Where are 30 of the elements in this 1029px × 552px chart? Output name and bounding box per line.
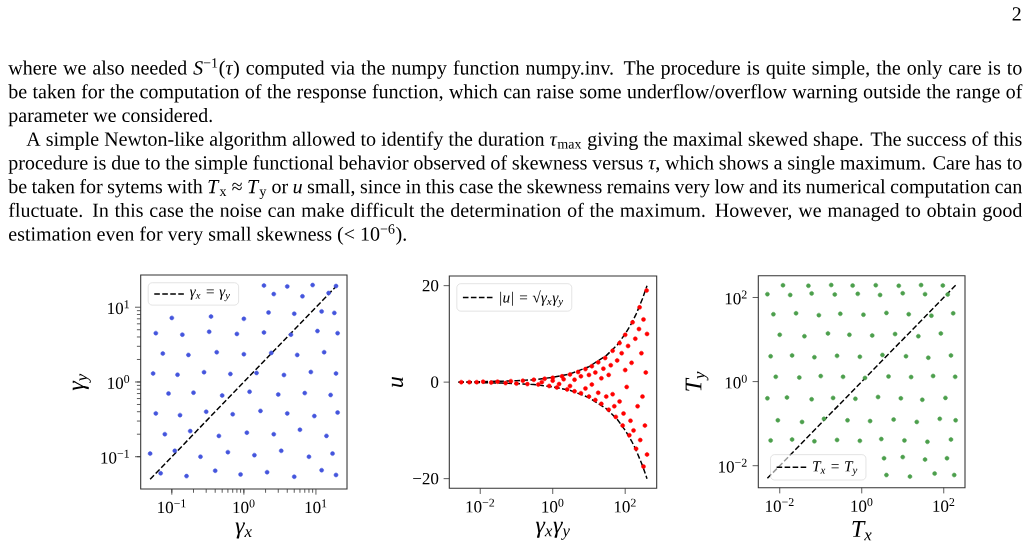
x-axis-title: γ$_{x}$: [235, 522, 252, 539]
y-tick-label: 0: [431, 376, 439, 388]
x-tick-label: 10$^{−2}$: [766, 498, 794, 512]
y-tick-label: 10$^{1}$: [108, 300, 129, 315]
y-tick-label: 10$^{−1}$: [101, 449, 129, 464]
legend-label: |u| = √γ$_{x}$γ$_{y}$: [500, 290, 564, 308]
y-tick-label: 20: [422, 279, 439, 292]
legend-label: γ$_{x}$ = γ$_{y}$: [189, 289, 230, 302]
y-tick-label: 10$^{−2}$: [719, 458, 747, 473]
x-tick-label: 10$^{0}$: [542, 498, 564, 513]
x-tick-label: 10$^{2}$: [933, 498, 955, 512]
x-axis-title: T$_{x}$: [852, 521, 872, 541]
legend-label: T$_{x}$ = T$_{y}$: [813, 461, 858, 477]
x-tick-label: 10$^{0}$: [233, 499, 255, 514]
y-axis-title: γ$_{y}$: [72, 373, 91, 391]
y-tick-label: 10$^{2}$: [725, 290, 747, 305]
x-axis-title: γ$_{x}$γ$_{y}$: [535, 521, 570, 540]
x-tick-label: 10$^{−1}$: [158, 499, 186, 514]
y-tick-label: 10$^{0}$: [108, 375, 130, 389]
y-axis-title: T$_{y}$: [685, 371, 709, 391]
x-tick-label: 10$^{2}$: [614, 498, 636, 513]
text: 2: [1012, 7, 1021, 21]
x-tick-label: 10$^{0}$: [851, 498, 873, 512]
y-tick-label: −20: [413, 472, 439, 485]
y-tick-label: 10$^{0}$: [725, 374, 747, 389]
x-tick-label: 10$^{1}$: [305, 499, 327, 514]
y-axis-title: u: [391, 377, 404, 387]
text: where we also needed S$^{−1}$(τ) computed via the numpy function numpy.inv. The procedure is quite simple, the only care is to be taken for the computation of the response function, which can raise some underflow/overflow warning outside the range of parameter we considered.: [8, 58, 1023, 127]
text: A simple Newton-like algorithm allowed to identify the duration τ$_{max}$ giving the maximal skewed shape. The success of this procedure is due to the simple functional behavior observed of skewness versus τ, which shows a single maximum. Care has to be taken for sytems with T$_{x}$ ≈ T$_{y}$ or u small, since in this case the skewness remains very low and its numerical computation can fluctuate. In this case the noise can make difficult the determination of the maximum. However, we managed to obtain good estimation even for very small skewness (< 10$^{−6}$).: [8, 131, 1023, 245]
x-tick-label: 10$^{−2}$: [466, 498, 495, 513]
